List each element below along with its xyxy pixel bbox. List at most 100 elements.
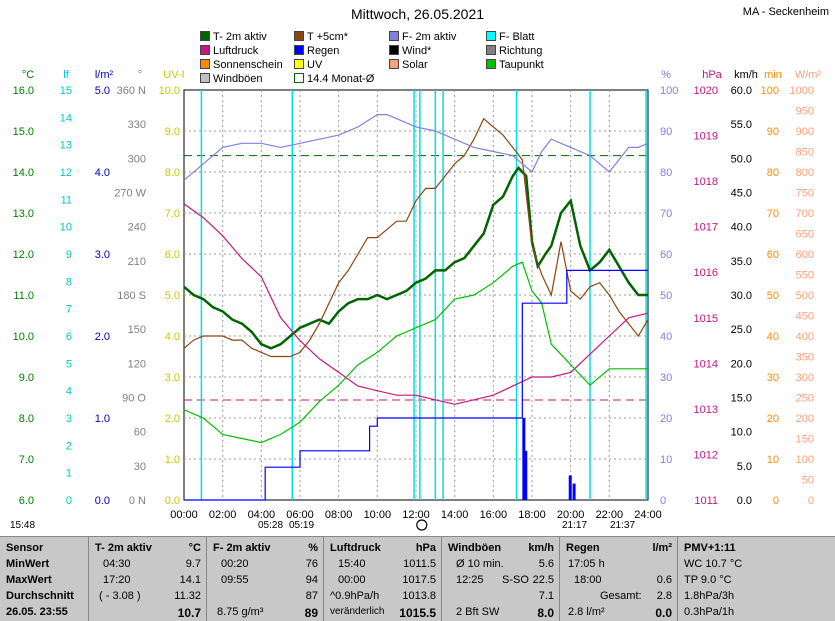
y-tick-label: 1015 — [694, 313, 718, 325]
y-tick-label: 60 — [767, 249, 779, 261]
y-tick-label: 330 — [128, 119, 146, 131]
rain-bar — [572, 483, 576, 500]
y-tick-label: 14.0 — [13, 167, 34, 179]
sensor-header: Sensor — [6, 542, 44, 554]
legend-swatch — [389, 45, 399, 55]
legend-label: UV — [307, 59, 323, 71]
legend-item: F- 2m aktiv — [389, 31, 456, 43]
station-name: MA - Seckenheim — [742, 6, 829, 18]
legend-item: 14.4 Monat-Ø — [294, 73, 374, 85]
y-tick-label: 60 — [660, 249, 672, 261]
legend-label: Solar — [402, 59, 428, 71]
y-tick-label: 100 — [761, 85, 779, 97]
f2m-header: F- 2m aktiv — [213, 542, 271, 554]
y-tick-label: 1013 — [694, 404, 718, 416]
y-tick-label: 0 — [773, 495, 779, 507]
y-tick-label: 6.0 — [165, 249, 180, 261]
rain-bar — [568, 475, 572, 500]
y-tick-label: 35.0 — [731, 256, 752, 268]
gusts-bft: 2 Bft SW — [456, 606, 500, 618]
legend-item: Richtung — [486, 45, 542, 57]
f2m-max-time: 09:55 — [221, 574, 249, 586]
y-tick-label: 10.0 — [159, 85, 180, 97]
f2m-unit: % — [308, 542, 318, 554]
moon-icon — [416, 519, 428, 531]
x-tick-label: 16:00 — [480, 509, 508, 521]
row-label-current: 26.05. 23:55 — [6, 606, 68, 618]
series-line — [183, 117, 649, 358]
f2m-max: 94 — [305, 574, 318, 586]
legend-swatch — [486, 45, 496, 55]
t2m-avg: 11.32 — [174, 590, 201, 602]
rain-bar — [524, 450, 528, 500]
series-line — [183, 113, 649, 181]
dusk-label: 21:17 — [562, 520, 587, 531]
y-tick-label: 300 — [128, 153, 146, 165]
y-tick-label: 450 — [796, 311, 814, 323]
y-tick-label: 14 — [60, 112, 72, 124]
y-tick-label: 11 — [61, 194, 72, 206]
legend-swatch — [294, 45, 304, 55]
y-tick-label: 100 — [660, 85, 678, 97]
legend-item: F- Blatt — [486, 31, 534, 43]
legend-label: Taupunkt — [499, 59, 544, 71]
gusts-header: Windböen — [448, 542, 502, 554]
legend-swatch — [294, 59, 304, 69]
y-tick-label: 850 — [796, 147, 814, 159]
y-tick-label: 9.0 — [19, 372, 34, 384]
y-tick-label: 0 — [660, 495, 666, 507]
pressure-unit: hPa — [415, 542, 436, 554]
gusts-avg: 7.1 — [538, 590, 554, 602]
axis-unit-label: hPa — [702, 69, 722, 81]
y-tick-label: 1.0 — [165, 454, 180, 466]
legend-item: Regen — [294, 45, 339, 57]
y-tick-label: 240 — [128, 222, 146, 234]
y-tick-label: 40.0 — [731, 222, 752, 234]
legend-swatch — [486, 59, 496, 69]
legend-label: Sonnenschein — [213, 59, 283, 71]
pressure-avg: 1013.8 — [402, 590, 436, 602]
y-tick-label: 15 — [60, 85, 72, 97]
legend-label: Windböen — [213, 73, 263, 85]
legend-label: F- Blatt — [499, 31, 535, 43]
y-tick-label: 7 — [66, 304, 72, 316]
x-tick-label: 00:00 — [170, 509, 198, 521]
legend-label: T- 2m aktiv — [213, 31, 267, 43]
y-tick-label: 1017 — [694, 222, 718, 234]
y-tick-label: 0 — [808, 495, 814, 507]
legend-swatch — [294, 73, 304, 83]
t2m-max: 14.1 — [179, 574, 201, 586]
col-pressure: Luftdruck hPa 15:40 1011.5 00:00 1017.5 … — [323, 537, 442, 621]
chart-title: Mittwoch, 26.05.2021 — [350, 6, 485, 22]
t2m-header: T- 2m aktiv — [95, 542, 152, 554]
rain-header: Regen — [566, 542, 600, 554]
y-tick-label: 800 — [796, 167, 814, 179]
y-tick-label: 0.0 — [165, 495, 180, 507]
y-tick-label: 20.0 — [731, 358, 752, 370]
rain-v2: 0.6 — [656, 574, 672, 586]
y-tick-label: 8.0 — [19, 413, 34, 425]
y-tick-label: 950 — [796, 106, 814, 118]
y-tick-label: 30.0 — [731, 290, 752, 302]
sunset-label: 21:37 — [610, 520, 635, 531]
pressure-header: Luftdruck — [330, 542, 381, 554]
legend-label: T +5cm* — [307, 31, 349, 43]
rain-total: 2.8 — [656, 590, 672, 602]
y-tick-label: 6.0 — [19, 495, 34, 507]
x-tick-label: 22:00 — [596, 509, 624, 521]
pmv-header: PMV+1:11 — [684, 542, 736, 554]
legend-swatch — [200, 59, 210, 69]
y-tick-label: 5.0 — [165, 290, 180, 302]
y-tick-label: 4.0 — [95, 167, 110, 179]
f2m-current: 89 — [304, 606, 318, 620]
f2m-avg: 87 — [305, 590, 318, 602]
y-tick-label: 0.0 — [737, 495, 752, 507]
axis-unit-label: km/h — [734, 69, 758, 81]
t2m-min-time: 04:30 — [103, 558, 131, 570]
y-tick-label: 8.0 — [165, 167, 180, 179]
legend-item: T- 2m aktiv — [200, 31, 267, 43]
y-tick-label: 1019 — [694, 131, 718, 143]
y-tick-label: 3.0 — [95, 249, 110, 261]
y-tick-label: 0.0 — [95, 495, 110, 507]
y-tick-label: 360 N — [117, 85, 146, 97]
